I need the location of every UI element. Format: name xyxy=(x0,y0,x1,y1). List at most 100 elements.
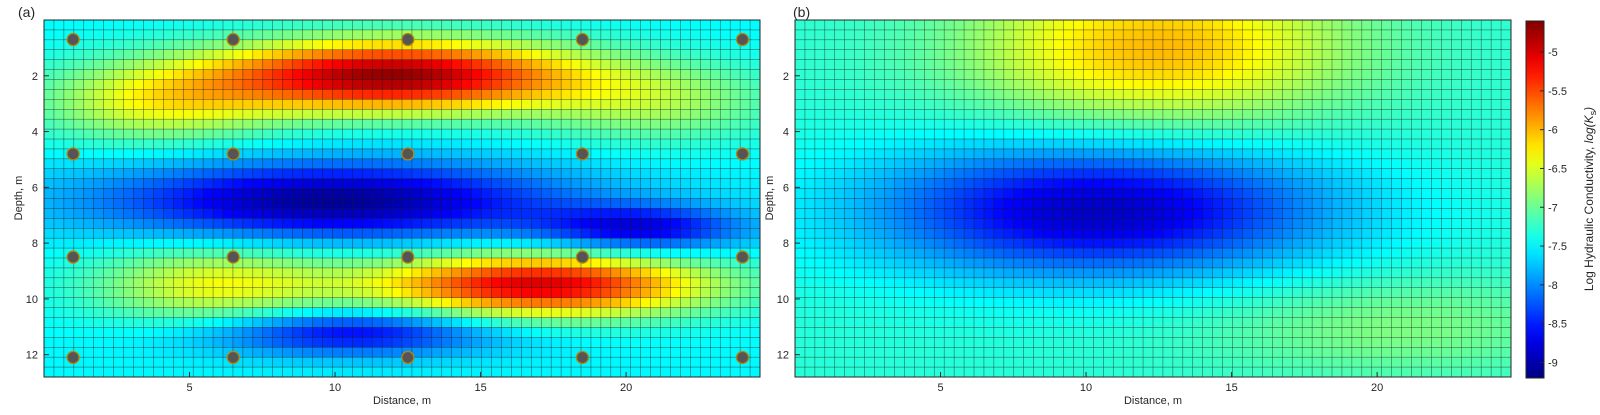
heat-cell xyxy=(93,168,105,180)
heat-cell xyxy=(213,238,224,249)
heat-cell xyxy=(1202,297,1214,308)
heat-cell xyxy=(73,367,85,378)
heat-cell xyxy=(213,99,224,110)
heat-cell xyxy=(1262,228,1273,239)
heat-cell xyxy=(163,287,174,299)
heat-cell xyxy=(163,178,174,189)
heat-cell xyxy=(660,139,671,150)
heat-cell xyxy=(914,99,925,110)
heat-cell xyxy=(864,208,875,219)
heat-cell xyxy=(491,327,502,338)
heat-cell xyxy=(302,119,313,130)
heat-cell xyxy=(1023,188,1035,199)
heat-cell xyxy=(884,29,895,41)
heat-cell xyxy=(252,367,264,378)
heat-cell xyxy=(1182,287,1194,299)
heat-cell xyxy=(1401,148,1412,160)
heat-cell xyxy=(610,248,622,259)
heat-cell xyxy=(312,248,323,259)
heat-cell xyxy=(113,287,124,299)
heat-cell xyxy=(1381,317,1393,328)
heat-cell xyxy=(153,208,164,219)
heat-cell xyxy=(421,29,433,41)
heat-cell xyxy=(750,39,761,51)
heat-cell xyxy=(501,248,512,259)
heat-cell xyxy=(854,109,866,120)
heat-cell xyxy=(531,238,542,249)
heat-cell xyxy=(1003,238,1015,249)
heat-cell xyxy=(1421,59,1432,70)
heat-cell xyxy=(750,208,761,219)
heat-cell xyxy=(1441,148,1452,160)
heat-cell xyxy=(993,198,1005,209)
heat-cell xyxy=(954,258,965,269)
heat-cell xyxy=(1172,49,1184,61)
heat-cell xyxy=(1441,267,1452,279)
heat-cell xyxy=(1053,119,1064,130)
heat-cell xyxy=(571,139,582,150)
heat-cell xyxy=(924,307,935,318)
heat-cell xyxy=(1302,99,1313,110)
heat-cell xyxy=(471,109,482,120)
heat-cell xyxy=(944,99,955,110)
heat-cell xyxy=(1143,287,1154,299)
heat-cell xyxy=(252,297,264,308)
heat-cell xyxy=(680,119,691,130)
heat-cell xyxy=(1182,258,1194,269)
heat-cell xyxy=(521,69,532,80)
heat-cell xyxy=(1441,29,1452,41)
heat-cell xyxy=(700,188,711,199)
heat-cell xyxy=(944,297,955,308)
heat-cell xyxy=(1242,198,1253,209)
heat-cell xyxy=(640,148,652,160)
heat-cell xyxy=(993,248,1005,259)
heat-cell xyxy=(1252,228,1263,239)
heat-cell xyxy=(700,218,711,229)
heat-cell xyxy=(954,188,965,199)
heat-cell xyxy=(531,208,542,219)
heat-cell xyxy=(421,69,433,80)
heat-cell xyxy=(944,129,955,140)
heat-cell xyxy=(163,327,174,338)
heat-cell xyxy=(312,198,323,209)
heat-cell xyxy=(795,49,806,61)
heat-cell xyxy=(1222,188,1233,199)
heat-cell xyxy=(491,119,502,130)
heat-cell xyxy=(203,39,214,51)
heat-cell xyxy=(282,178,294,189)
heat-cell xyxy=(730,337,741,348)
heat-cell xyxy=(1322,129,1333,140)
heat-cell xyxy=(123,317,134,328)
heat-cell xyxy=(1172,267,1184,279)
heat-cell xyxy=(974,307,985,318)
heat-cell xyxy=(983,178,995,189)
heat-cell xyxy=(884,59,895,70)
heat-cell xyxy=(1162,29,1174,41)
heat-cell xyxy=(993,267,1005,279)
heat-cell xyxy=(690,59,701,70)
heat-cell xyxy=(640,218,652,229)
heat-cell xyxy=(252,148,264,160)
heat-cell xyxy=(924,158,935,170)
heat-cell xyxy=(242,228,254,239)
heat-cell xyxy=(670,228,681,239)
heat-cell xyxy=(551,89,562,100)
heat-cell xyxy=(1471,69,1482,80)
heat-cell xyxy=(322,79,333,90)
heat-cell xyxy=(1113,228,1124,239)
heat-cell xyxy=(372,59,383,70)
heat-cell xyxy=(461,248,473,259)
heat-cell xyxy=(884,248,895,259)
heat-cell xyxy=(1262,148,1273,160)
heat-cell xyxy=(1212,277,1224,289)
heat-cell xyxy=(362,39,373,51)
heat-cell xyxy=(620,39,632,51)
heat-cell xyxy=(710,307,721,318)
heat-cell xyxy=(1401,297,1412,308)
heat-cell xyxy=(660,258,671,269)
heat-cell xyxy=(471,228,482,239)
heat-cell xyxy=(1381,228,1393,239)
heat-cell xyxy=(431,287,443,299)
heat-cell xyxy=(795,109,806,120)
heat-cell xyxy=(904,248,915,259)
